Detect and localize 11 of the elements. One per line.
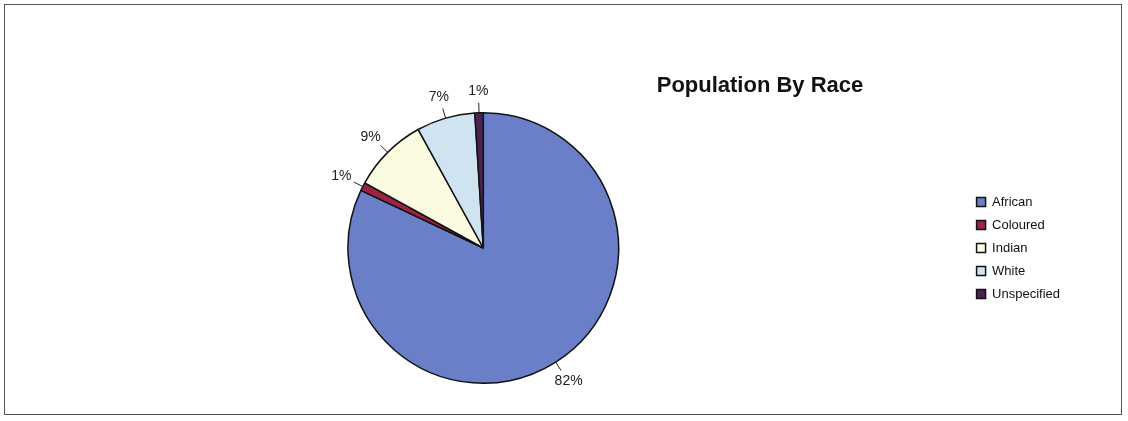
legend-label: White <box>992 262 1026 278</box>
data-label: 9% <box>360 127 381 144</box>
data-label: 7% <box>428 87 449 104</box>
data-label: 82% <box>554 371 583 388</box>
legend-label: Unspecified <box>992 285 1061 301</box>
legend-label: Coloured <box>992 216 1045 232</box>
data-label: 1% <box>331 167 352 184</box>
legend-label: Indian <box>992 239 1028 255</box>
data-label: 1% <box>468 81 489 98</box>
legend-label: African <box>992 193 1033 209</box>
chart-title: Population By Race <box>655 72 865 98</box>
